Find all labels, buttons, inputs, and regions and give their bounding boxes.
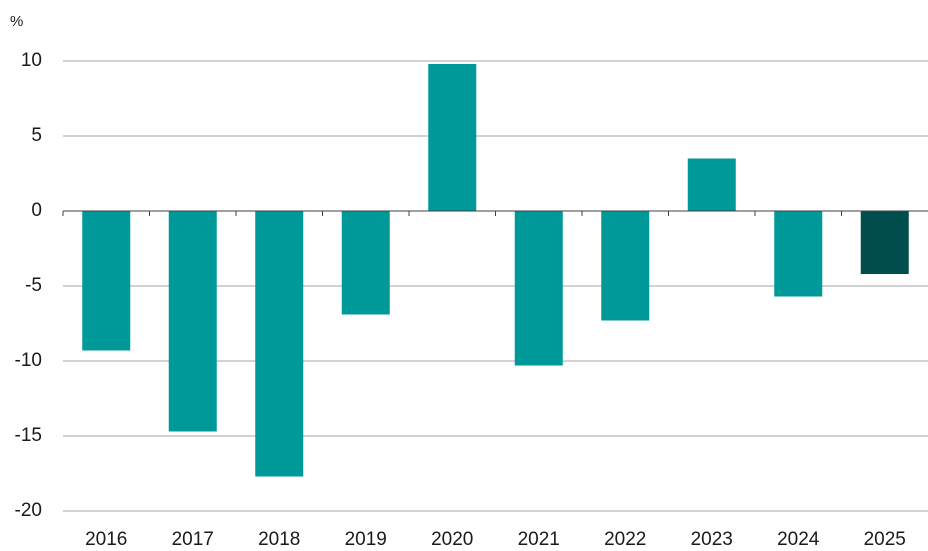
x-tick-label: 2021: [518, 529, 560, 550]
bar: [168, 211, 217, 432]
x-tick-label: 2019: [345, 529, 387, 550]
y-tick-label: -15: [15, 425, 42, 446]
bar: [687, 158, 736, 211]
bar: [428, 64, 477, 211]
y-tick-label: 5: [31, 125, 42, 146]
bar: [860, 211, 909, 274]
bar: [514, 211, 563, 366]
x-tick-label: 2024: [777, 529, 820, 550]
y-tick-label: -20: [15, 500, 42, 521]
x-tick-label: 2025: [864, 529, 906, 550]
bar: [341, 211, 390, 315]
x-tick-label: 2016: [85, 529, 127, 550]
bar: [82, 211, 131, 351]
bar: [601, 211, 650, 321]
x-tick-label: 2022: [604, 529, 646, 550]
y-tick-label: 0: [31, 200, 42, 221]
bar: [255, 211, 304, 477]
x-tick-label: 2018: [258, 529, 300, 550]
unit-label: %: [10, 13, 23, 30]
y-tick-label: -5: [25, 275, 42, 296]
x-tick-label: 2023: [691, 529, 733, 550]
x-tick-label: 2020: [431, 529, 473, 550]
y-tick-label: -10: [15, 350, 42, 371]
y-tick-label: 10: [21, 50, 42, 71]
x-tick-label: 2017: [172, 529, 214, 550]
bar: [774, 211, 823, 297]
